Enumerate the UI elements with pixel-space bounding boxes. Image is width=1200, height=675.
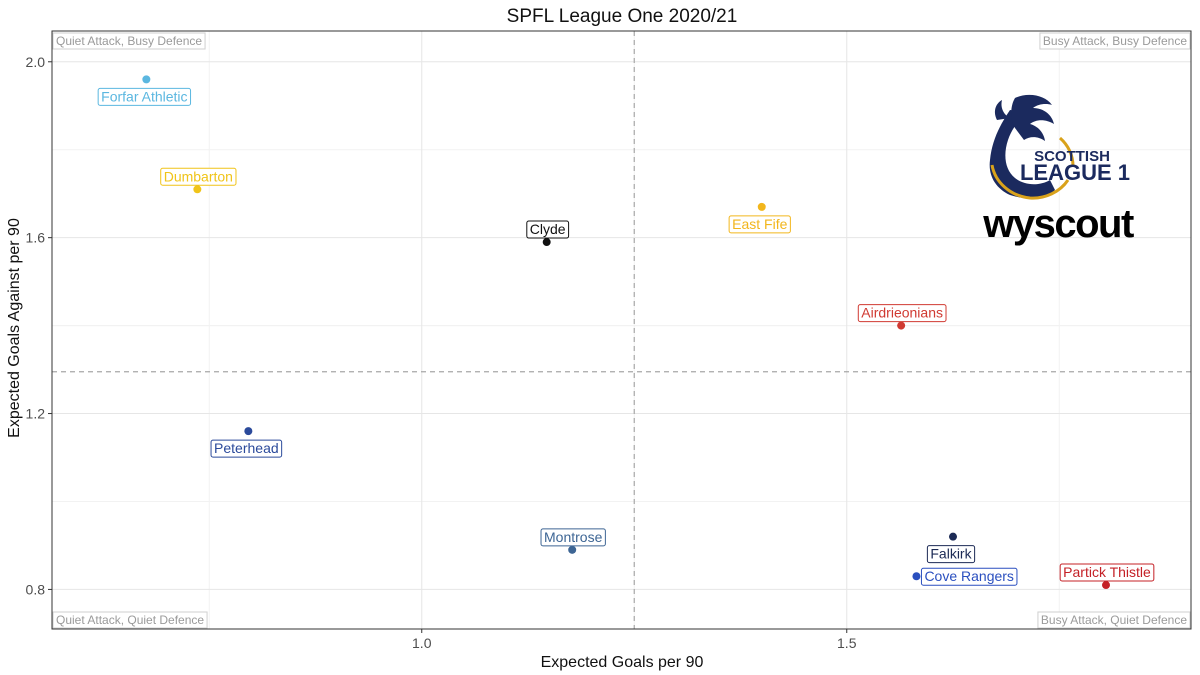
x-tick-label: 1.0 xyxy=(412,635,432,651)
team-label: Falkirk xyxy=(930,546,972,562)
quadrant-label-text: Busy Attack, Quiet Defence xyxy=(1041,613,1187,627)
team-label: East Fife xyxy=(732,216,787,232)
team-label-box xyxy=(728,215,791,234)
quadrant-label-top-right: Busy Attack, Busy Defence xyxy=(1039,32,1191,50)
team-point-group: Falkirk xyxy=(926,532,976,564)
quadrant-label-box xyxy=(1037,611,1191,629)
data-point xyxy=(542,238,551,247)
logo-league-text: LEAGUE 1 xyxy=(1020,160,1130,185)
team-point-group: Forfar Athletic xyxy=(97,75,192,106)
team-label-box xyxy=(920,567,1018,586)
chart-title: SPFL League One 2020/21 xyxy=(507,6,738,27)
data-point xyxy=(897,321,906,330)
team-label: Peterhead xyxy=(214,440,279,456)
data-point xyxy=(949,532,957,541)
team-label-box xyxy=(526,220,570,239)
grid xyxy=(52,31,1191,629)
team-label-box xyxy=(160,167,237,186)
team-label: Cove Rangers xyxy=(924,568,1014,584)
team-point-group: Dumbarton xyxy=(160,167,237,194)
quadrant-labels: Quiet Attack, Busy Defence Busy Attack, … xyxy=(52,32,1191,629)
x-axis-title: Expected Goals per 90 xyxy=(541,654,704,671)
team-label-box xyxy=(210,439,283,458)
quadrant-label-text: Busy Attack, Busy Defence xyxy=(1043,34,1187,48)
logo-scottish-text: SCOTTISH xyxy=(1034,148,1110,165)
team-label-box xyxy=(1059,563,1155,582)
team-label: Clyde xyxy=(530,221,566,237)
x-tick-label: 1.5 xyxy=(837,635,857,651)
wyscout-logo-text: wyscout xyxy=(982,202,1134,246)
data-point xyxy=(568,545,577,554)
y-tick-label: 0.8 xyxy=(26,581,46,597)
team-label: Airdrieonians xyxy=(861,305,943,321)
team-point-group: East Fife xyxy=(728,202,791,234)
y-tick-label: 2.0 xyxy=(26,54,46,70)
team-label-box xyxy=(926,545,976,564)
quadrant-label-box xyxy=(52,611,208,629)
team-point-group: Partick Thistle xyxy=(1059,563,1155,590)
y-axis-title: Expected Goals Against per 90 xyxy=(6,218,23,438)
team-label: Montrose xyxy=(544,529,603,545)
quadrant-label-text: Quiet Attack, Busy Defence xyxy=(56,34,202,48)
data-point xyxy=(757,202,766,211)
team-point-group: Cove Rangers xyxy=(912,567,1018,586)
quadrant-label-box xyxy=(1039,32,1191,50)
y-tick-label: 1.6 xyxy=(26,230,46,246)
data-point xyxy=(912,572,921,581)
team-label-box xyxy=(540,528,606,547)
quadrant-label-text: Quiet Attack, Quiet Defence xyxy=(56,613,204,627)
team-label: Partick Thistle xyxy=(1063,564,1151,580)
reference-lines xyxy=(52,31,1191,629)
team-label-box xyxy=(857,304,947,323)
team-label: Dumbarton xyxy=(164,168,233,184)
team-point-group: Airdrieonians xyxy=(857,304,947,330)
y-tick-label: 1.2 xyxy=(26,406,46,422)
data-point xyxy=(244,427,253,436)
data-point xyxy=(142,75,151,84)
team-label: Forfar Athletic xyxy=(101,88,187,104)
plot-border xyxy=(51,30,1192,630)
team-point-group: Montrose xyxy=(540,528,606,554)
scottish-league-one-logo: SCOTTISH LEAGUE 1 wyscout xyxy=(982,94,1135,246)
quadrant-label-top-left: Quiet Attack, Busy Defence xyxy=(52,32,206,50)
data-point xyxy=(193,185,202,194)
axis-ticks: 1.0 1.5 0.8 1.2 1.6 2.0 xyxy=(26,54,857,651)
quadrant-label-box xyxy=(52,32,206,50)
lion-emblem-icon xyxy=(989,94,1075,200)
team-point-group: Peterhead xyxy=(210,427,283,458)
data-points: Forfar Athletic Dumbarton Clyde East Fife Ai… xyxy=(97,75,1155,590)
data-point xyxy=(1102,581,1110,590)
team-point-group: Clyde xyxy=(526,220,570,247)
quadrant-label-bottom-right: Busy Attack, Quiet Defence xyxy=(1037,611,1191,629)
team-label-box xyxy=(97,87,192,106)
quadrant-label-bottom-left: Quiet Attack, Quiet Defence xyxy=(52,611,208,629)
